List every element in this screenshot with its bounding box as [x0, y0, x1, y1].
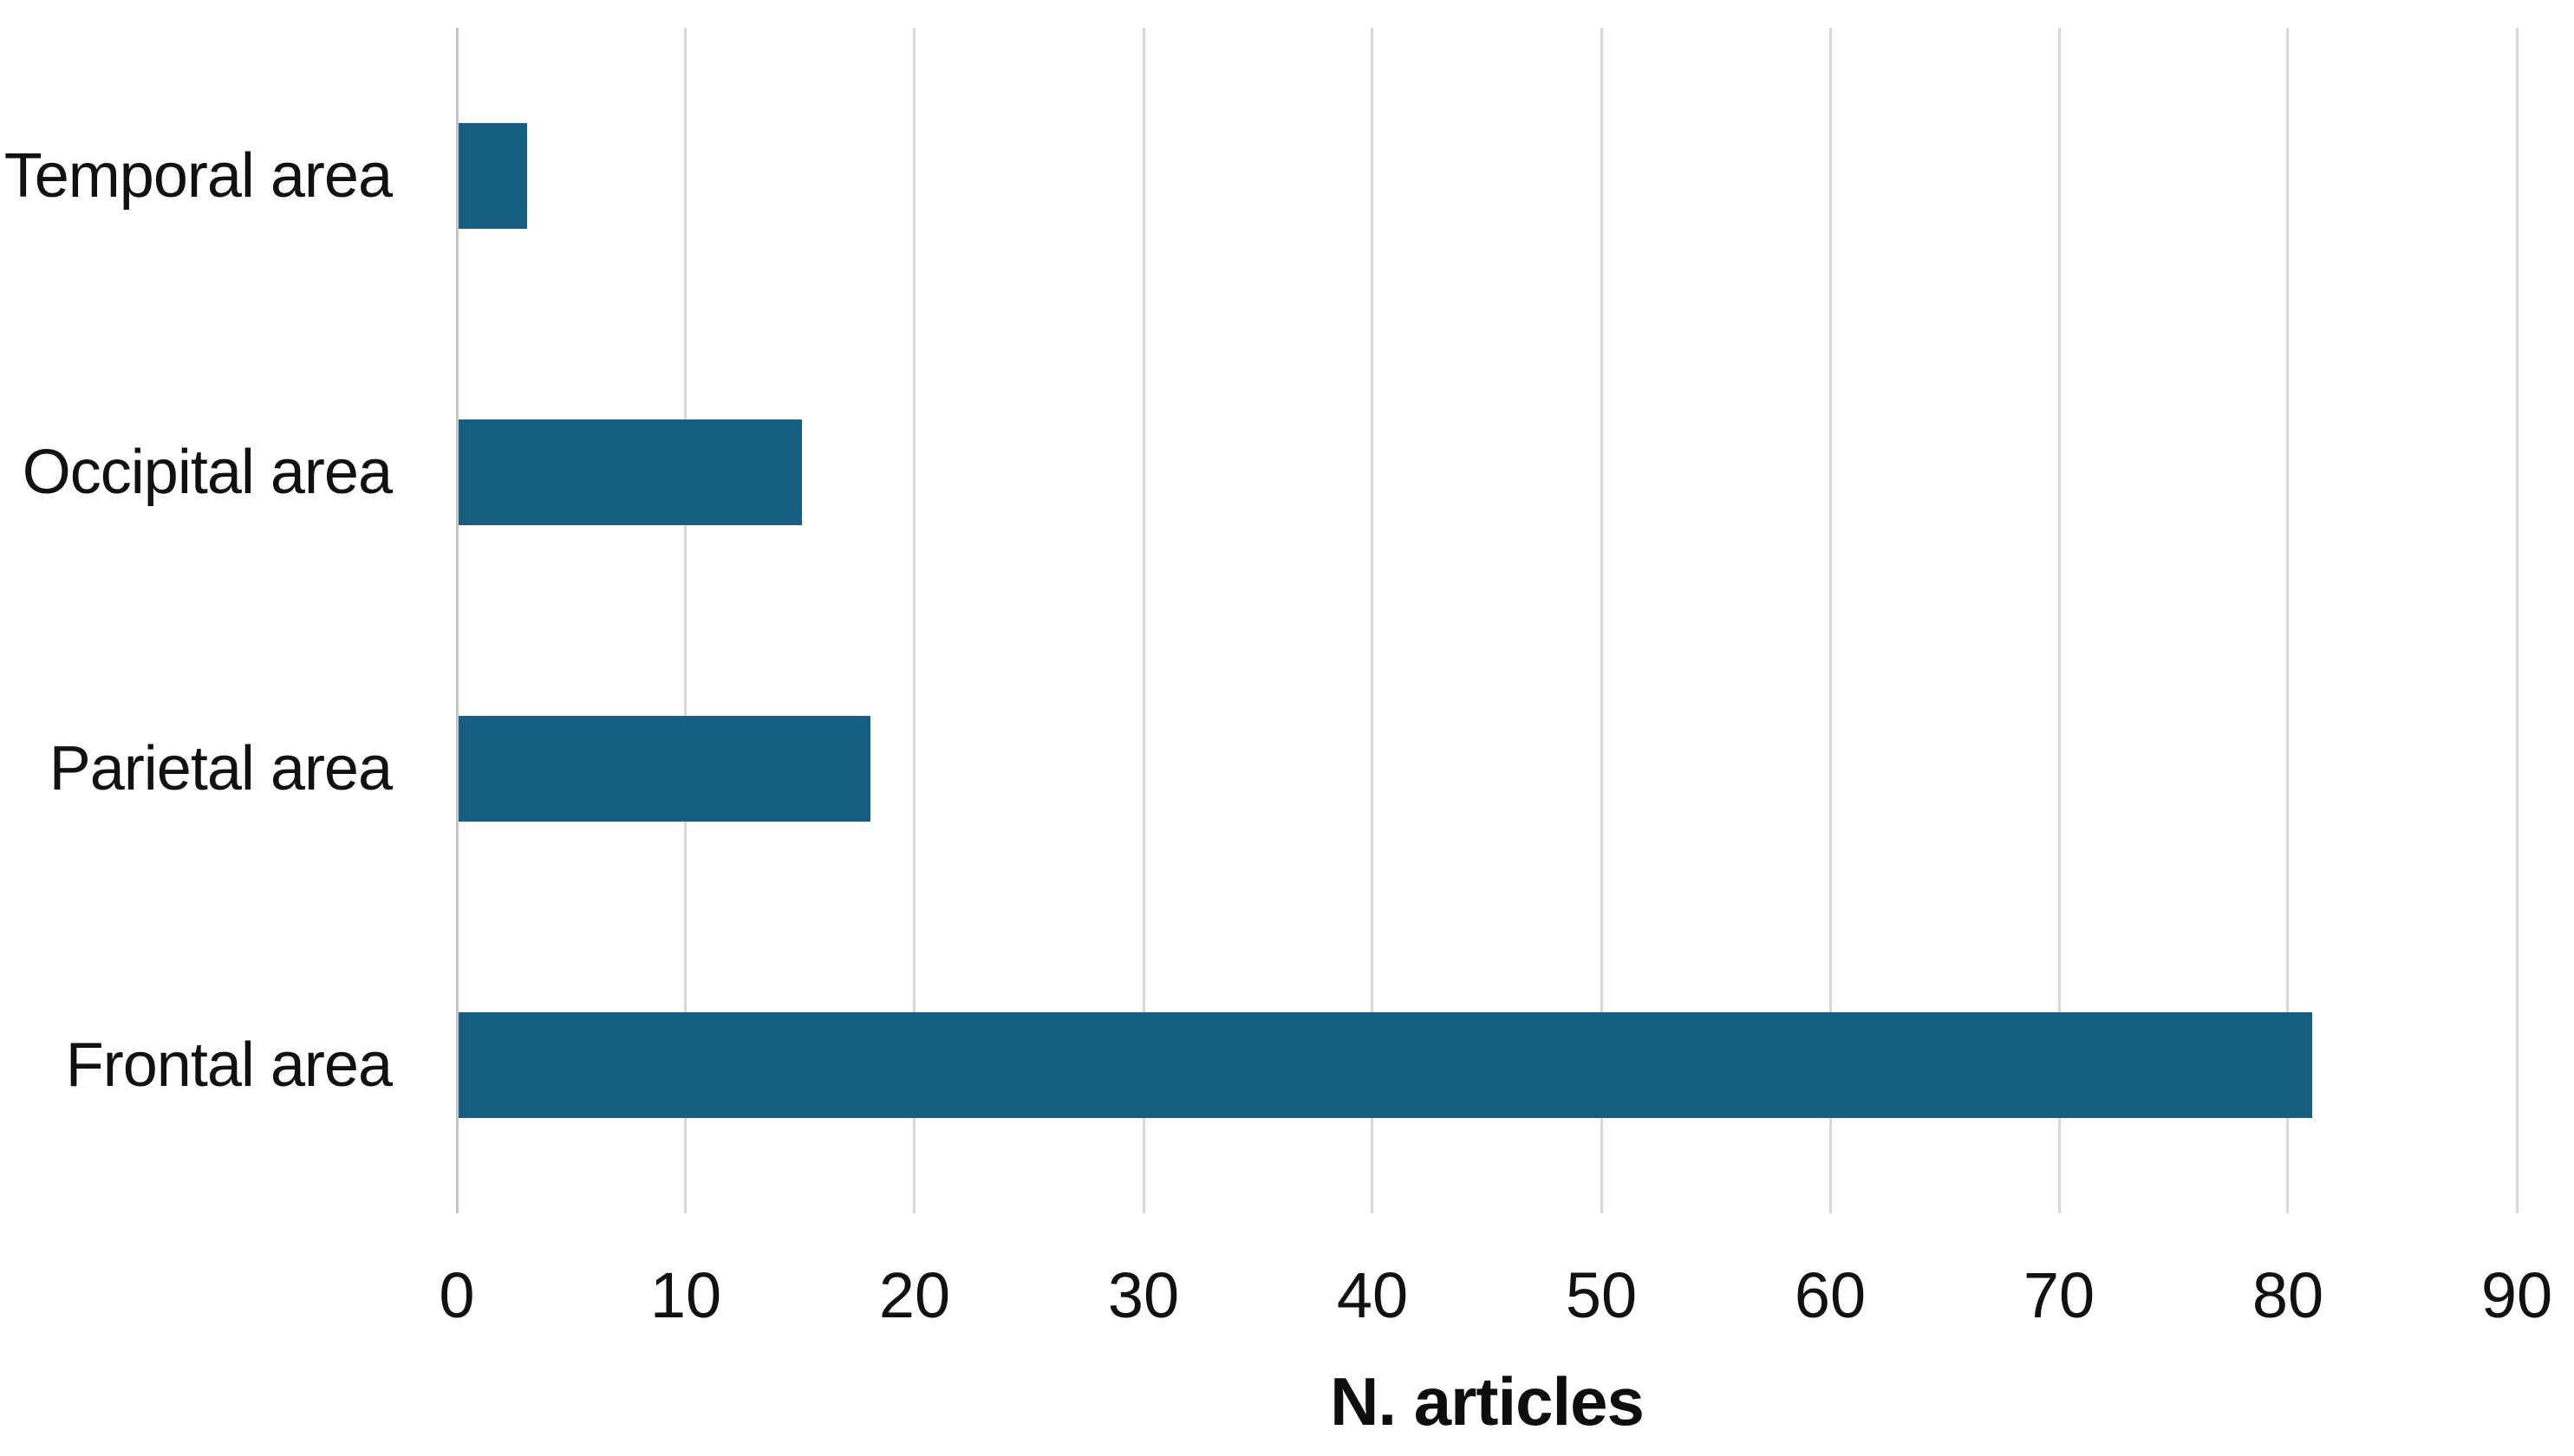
y-axis-category-label: Temporal area — [3, 141, 393, 211]
plot-area — [455, 28, 2519, 1213]
x-axis-title: N. articles — [1330, 1363, 1645, 1440]
x-axis-tick-label: 70 — [2023, 1259, 2095, 1331]
x-axis-tick-label: 90 — [2480, 1259, 2553, 1331]
gridline — [2286, 28, 2290, 1213]
x-axis-tick-labels: 0 10 20 30 40 50 60 70 80 90 — [439, 1258, 2552, 1336]
x-axis-tick-label: 50 — [1565, 1259, 1638, 1331]
gridline — [913, 28, 916, 1213]
bar-occipital-area — [459, 419, 802, 525]
x-axis-tick-label: 40 — [1336, 1259, 1409, 1331]
bar-frontal-area — [459, 1012, 2313, 1118]
x-axis-tick-label: 0 — [439, 1259, 475, 1331]
x-axis-tick-label: 10 — [649, 1259, 722, 1331]
y-axis-category-label: Occipital area — [22, 438, 393, 507]
x-axis-tick-label: 30 — [1107, 1259, 1180, 1331]
gridline — [2057, 28, 2061, 1213]
x-axis-tick-label: 80 — [2251, 1259, 2324, 1331]
y-axis-line — [455, 28, 459, 1213]
gridline — [2515, 28, 2519, 1213]
gridline — [1600, 28, 1603, 1213]
x-axis-tick-label: 60 — [1794, 1259, 1867, 1331]
gridline — [1142, 28, 1145, 1213]
bar-parietal-area — [459, 716, 871, 822]
gridline — [1371, 28, 1374, 1213]
gridline — [684, 28, 687, 1213]
y-axis-category-labels: Temporal area Occipital area Parietal area… — [0, 28, 393, 1213]
bar-temporal-area — [459, 123, 528, 229]
x-axis-tick-label: 20 — [878, 1259, 951, 1331]
y-axis-category-label: Frontal area — [65, 1030, 393, 1100]
y-axis-category-label: Parietal area — [49, 734, 393, 803]
gridline — [1828, 28, 1832, 1213]
